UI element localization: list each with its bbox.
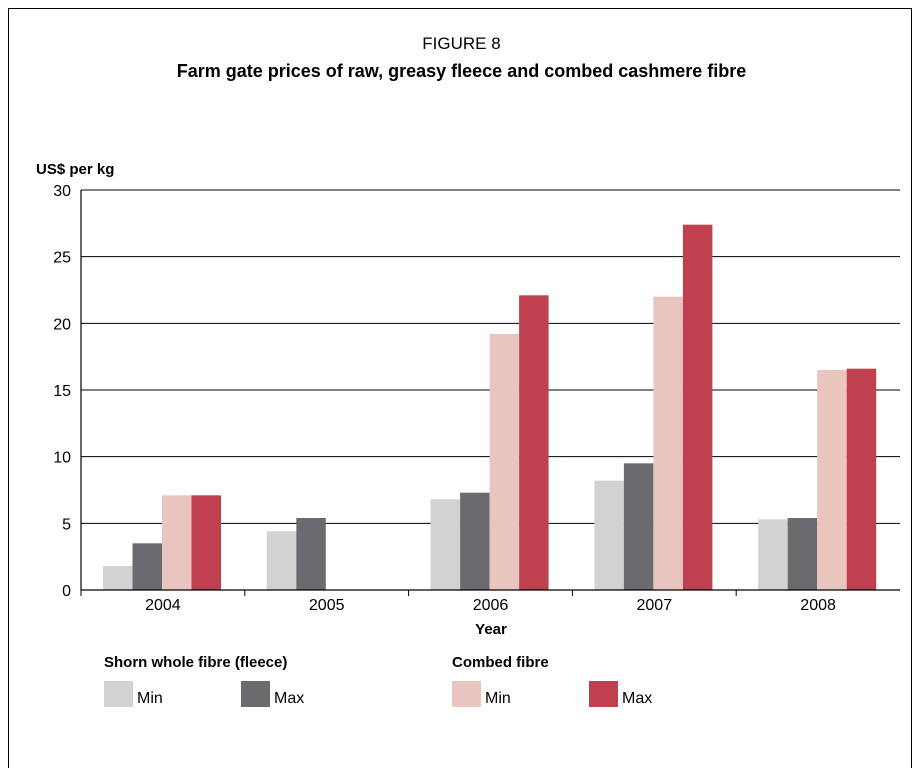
bar-2008-combed-min (817, 370, 847, 590)
bar-2007-combed-max (682, 224, 713, 590)
bar-2005-shorn-min (266, 531, 297, 590)
bar-2006-shorn-min (430, 499, 461, 590)
legend: Shorn whole fibre (fleece) Min Max Combed f… (104, 654, 652, 707)
bar-2004-shorn-max (132, 543, 162, 590)
y-tick-labels: 0 5 10 15 20 25 30 (53, 183, 71, 600)
chart-title: Farm gate prices of raw, greasy fleece a… (176, 61, 747, 81)
bars (103, 224, 877, 590)
y-axis-title: US$ per kg (36, 161, 114, 178)
legend-label: Min (485, 690, 511, 707)
legend-label: Min (137, 690, 163, 707)
x-tick-label: 2006 (473, 597, 509, 614)
y-tick-label: 10 (53, 450, 71, 467)
legend-label: Max (274, 690, 304, 707)
bar-2004-shorn-min (103, 566, 133, 590)
bar-2004-combed-max (191, 495, 221, 590)
legend-swatch (241, 681, 270, 707)
bar-2006-shorn-max (460, 492, 490, 590)
bar-2004-combed-min (162, 495, 192, 590)
y-tick-label: 20 (53, 316, 71, 333)
bar-2007-shorn-max (623, 463, 654, 590)
legend-swatch (452, 681, 481, 707)
y-tick-label: 30 (53, 183, 71, 200)
x-tick-label: 2007 (637, 597, 673, 614)
y-tick-label: 0 (62, 583, 71, 600)
axes (80, 190, 900, 596)
bar-2005-shorn-max (296, 518, 326, 590)
figure-frame (8, 8, 912, 768)
y-tick-label: 25 (53, 250, 71, 267)
figure-label: FIGURE 8 (422, 34, 501, 53)
y-tick-label: 15 (53, 383, 71, 400)
legend-label: Max (622, 690, 652, 707)
bar-2006-combed-max (519, 295, 549, 590)
legend-swatch (589, 681, 618, 707)
bar-2008-combed-max (846, 368, 877, 590)
x-tick-label: 2008 (800, 597, 836, 614)
legend-group-title: Shorn whole fibre (fleece) (104, 654, 287, 671)
y-tick-label: 5 (62, 516, 71, 533)
bar-2007-combed-min (653, 296, 683, 590)
x-tick-labels: 2004 2005 2006 2007 2008 (145, 597, 836, 614)
bar-2006-combed-min (489, 334, 520, 590)
x-tick-label: 2004 (145, 597, 181, 614)
bar-2008-shorn-max (787, 518, 818, 590)
x-axis-title: Year (475, 621, 507, 638)
legend-group-title: Combed fibre (452, 654, 549, 671)
bar-2008-shorn-min (758, 519, 788, 590)
bar-2007-shorn-min (594, 480, 624, 590)
legend-swatch (104, 681, 133, 707)
x-tick-label: 2005 (309, 597, 345, 614)
